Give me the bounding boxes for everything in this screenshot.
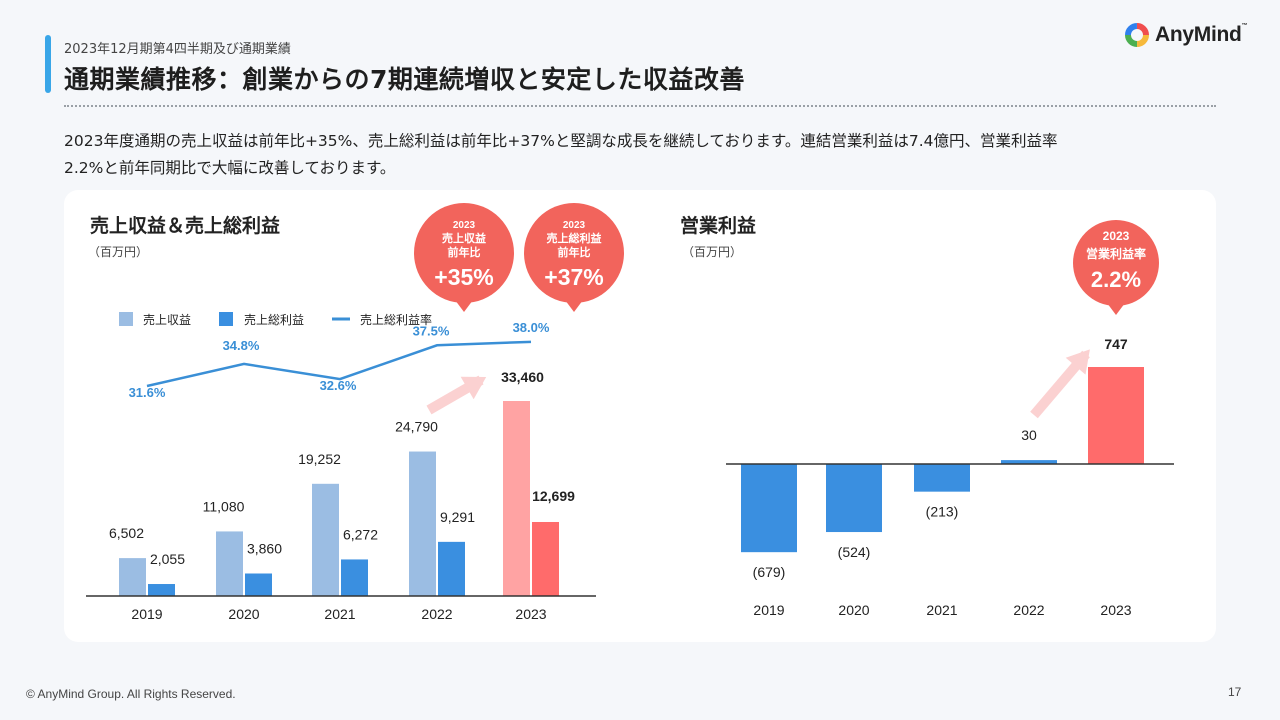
label-gross-profit-2019: 2,055 (150, 551, 185, 567)
badge-op-margin-pointer (1107, 303, 1125, 315)
title-accent-bar (45, 35, 51, 93)
badge-gross-profit-yoy-pointer (565, 300, 583, 312)
growth-arrow-right-head (1065, 349, 1090, 375)
anymind-logo: AnyMind™ (1124, 20, 1248, 50)
badge-op-margin-text: 営業利益率 (1086, 246, 1146, 261)
label-gross-profit-2023: 12,699 (532, 488, 575, 504)
label-op-profit-2019: (679) (753, 564, 786, 580)
label-gross-profit-2022: 9,291 (440, 509, 475, 525)
label-op-profit-2020: (524) (838, 544, 871, 560)
copyright: © AnyMind Group. All Rights Reserved. (26, 687, 236, 701)
margin-label-2020: 34.8% (223, 338, 260, 353)
label-gross-profit-2020: 3,860 (247, 541, 282, 557)
bar-op-profit-2023 (1088, 367, 1144, 464)
legend-label-revenue: 売上収益 (143, 312, 191, 327)
label-revenue-2021: 19,252 (298, 451, 341, 467)
op-chart-title: 営業利益 (680, 214, 756, 237)
margin-label-2019: 31.6% (129, 385, 166, 400)
label-gross-profit-2021: 6,272 (343, 526, 378, 542)
op-chart-unit: （百万円） (682, 245, 742, 259)
badge-revenue-yoy-text: 売上収益 (442, 231, 486, 245)
page-number: 17 (1228, 685, 1242, 699)
legend-swatch-gross-profit (219, 312, 233, 326)
label-revenue-2022: 24,790 (395, 419, 438, 435)
x-tick-left-2019: 2019 (131, 606, 162, 622)
logo-wordmark: AnyMind™ (1155, 23, 1248, 46)
page-title: 通期業績推移：創業からの7期連続増収と安定した収益改善 (64, 65, 745, 94)
bar-op-profit-2021 (914, 464, 970, 492)
margin-label-2022: 37.5% (413, 323, 450, 338)
anymind-logo-icon (1125, 23, 1149, 47)
title-divider (64, 105, 1216, 107)
x-tick-left-2021: 2021 (324, 606, 355, 622)
legend-label-margin: 売上総利益率 (360, 312, 432, 327)
badge-revenue-yoy-text: 2023 (453, 220, 476, 231)
bar-gross-profit-2019 (148, 584, 175, 596)
bar-gross-profit-2023 (532, 521, 559, 596)
x-tick-right-2023: 2023 (1100, 602, 1131, 618)
summary-text: 2023年度通期の売上収益は前年比+35%、売上総利益は前年比+37%と堅調な成… (64, 128, 1224, 182)
legend-label-gross-profit: 売上総利益 (244, 312, 304, 327)
summary-line-1: 2023年度通期の売上収益は前年比+35%、売上総利益は前年比+37%と堅調な成… (64, 132, 1058, 150)
label-op-profit-2023: 747 (1104, 336, 1128, 352)
badge-gross-profit-yoy-text: 前年比 (558, 245, 591, 259)
x-tick-left-2020: 2020 (228, 606, 259, 622)
bar-gross-profit-2021 (341, 559, 368, 596)
bar-revenue-2019 (119, 558, 146, 596)
x-tick-right-2019: 2019 (753, 602, 784, 618)
bar-gross-profit-2020 (245, 573, 272, 596)
bar-revenue-2022 (409, 451, 436, 596)
margin-label-2023: 38.0% (513, 320, 550, 335)
bar-revenue-2020 (216, 531, 243, 596)
page-subtitle: 2023年12月期第4四半期及び通期業績 (64, 42, 291, 57)
bar-op-profit-2020 (826, 464, 882, 533)
badge-op-margin-text: 2023 (1103, 229, 1130, 243)
badge-revenue-yoy-text: 前年比 (448, 245, 481, 259)
charts-panel: 売上収益＆売上総利益 （百万円） 売上収益 売上総利益 売上総利益率 6,502 2,055… (64, 190, 1216, 642)
legend-swatch-revenue (119, 312, 133, 326)
growth-arrow-left-head (460, 376, 487, 400)
x-tick-left-2023: 2023 (515, 606, 546, 622)
margin-line (146, 340, 532, 388)
badge-op-margin-text: 2.2% (1091, 267, 1141, 292)
badge-op-margin (1073, 220, 1159, 306)
bar-op-profit-2019 (741, 464, 797, 553)
x-tick-right-2022: 2022 (1013, 602, 1044, 618)
bar-revenue-2021 (312, 483, 339, 596)
label-revenue-2020: 11,080 (203, 498, 245, 514)
margin-label-2021: 32.6% (320, 378, 357, 393)
charts-canvas: 売上収益＆売上総利益（百万円）売上収益 売上総利益 売上総利益率6,5022,055… (86, 203, 1174, 622)
label-revenue-2023: 33,460 (501, 369, 544, 385)
bar-gross-profit-2022 (438, 541, 465, 596)
badge-revenue-yoy (414, 203, 514, 303)
badge-revenue-yoy-pointer (455, 300, 473, 312)
revenue-chart-title: 売上収益＆売上総利益 (90, 214, 280, 237)
revenue-chart-unit: （百万円） (88, 245, 148, 259)
badge-revenue-yoy-text: +35% (434, 264, 493, 290)
x-tick-right-2021: 2021 (926, 602, 957, 618)
summary-line-2: 2.2%と前年同期比で大幅に改善しております。 (64, 159, 396, 177)
badge-gross-profit-yoy (524, 203, 624, 303)
x-tick-right-2020: 2020 (838, 602, 869, 618)
x-tick-left-2022: 2022 (421, 606, 452, 622)
label-op-profit-2021: (213) (926, 504, 959, 520)
badge-gross-profit-yoy-text: 2023 (563, 220, 586, 231)
label-op-profit-2022: 30 (1021, 427, 1037, 443)
bar-op-profit-2022 (1001, 460, 1057, 464)
bar-revenue-2023 (503, 401, 530, 596)
badge-gross-profit-yoy-text: 売上総利益 (547, 231, 602, 245)
badge-gross-profit-yoy-text: +37% (544, 264, 603, 290)
label-revenue-2019: 6,502 (109, 525, 144, 541)
